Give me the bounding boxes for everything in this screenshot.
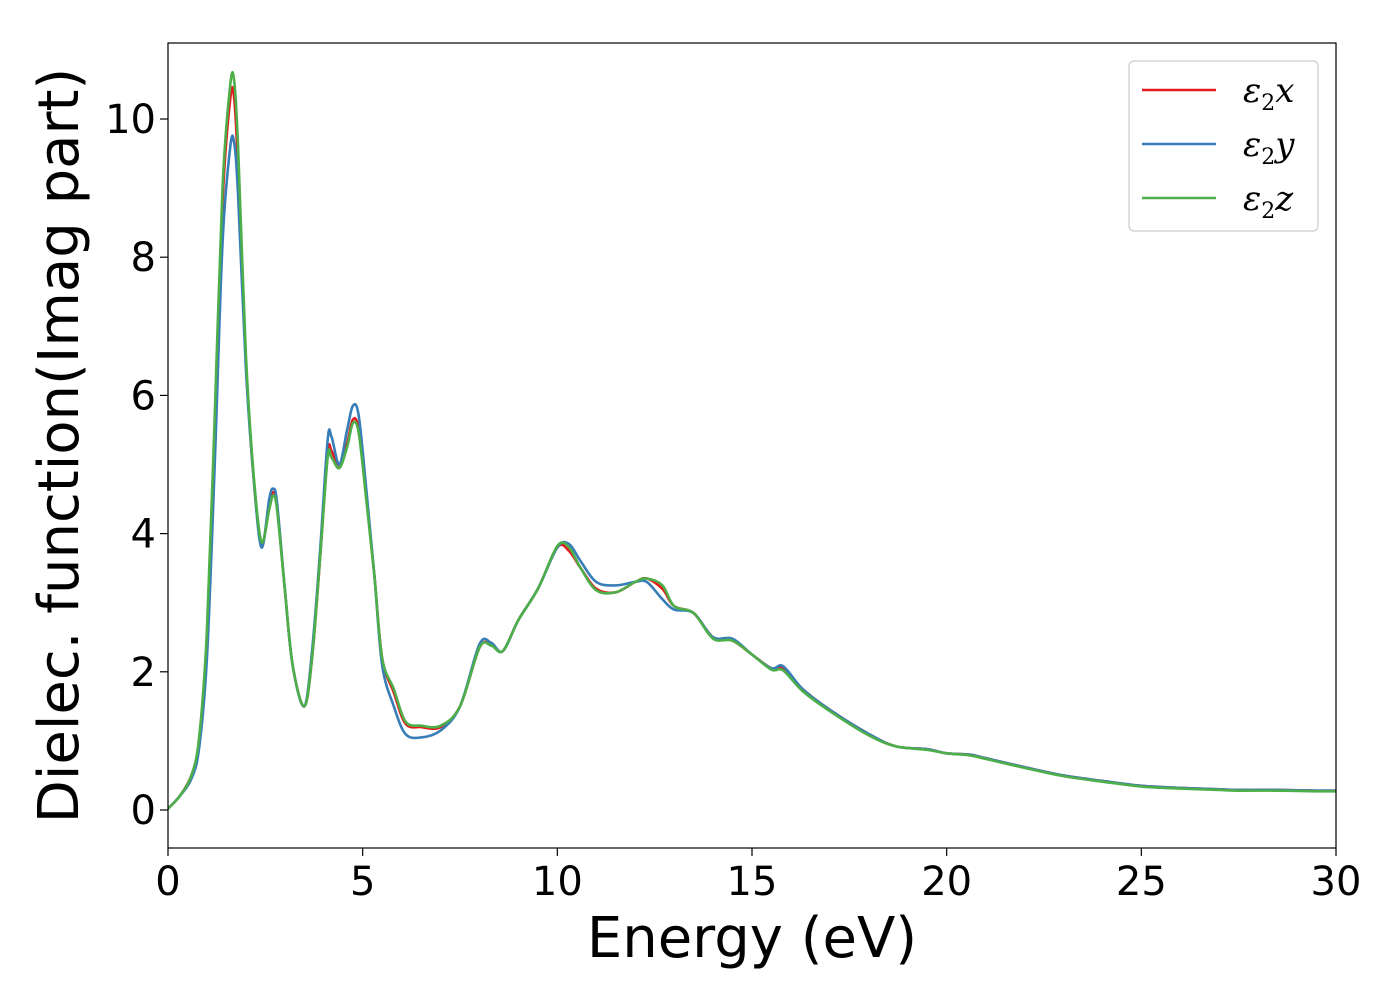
y-tick-label: 0 — [131, 788, 156, 834]
series-line-z — [168, 70, 1336, 810]
y-tick-label: 8 — [131, 235, 156, 281]
legend-component: x — [1275, 71, 1294, 111]
legend-subscript: 2 — [1261, 91, 1275, 116]
legend-subscript: 2 — [1261, 199, 1275, 224]
legend-subscript: 2 — [1261, 145, 1275, 170]
x-tick-label: 5 — [350, 859, 375, 905]
series-layer — [168, 70, 1336, 810]
legend-entry-y: ε2y — [1243, 125, 1295, 170]
legend-symbol: ε — [1243, 125, 1261, 165]
legend-symbol: ε — [1243, 179, 1261, 219]
legend-frame — [1128, 60, 1319, 232]
y-tick-label: 10 — [105, 97, 156, 143]
legend-component: z — [1274, 179, 1294, 219]
y-tick-label: 6 — [131, 373, 156, 419]
y-tick-label: 4 — [131, 512, 156, 558]
series-line-y — [168, 134, 1336, 810]
x-tick-label: 30 — [1311, 859, 1362, 905]
legend-component: y — [1273, 125, 1295, 165]
x-tick-label: 10 — [532, 859, 583, 905]
x-tick-label: 25 — [1116, 859, 1167, 905]
x-axis-label: Energy (eV) — [587, 906, 917, 971]
y-axis-label: Dielec. function(Imag part) — [27, 68, 92, 824]
x-tick-label: 15 — [727, 859, 778, 905]
x-tick-label: 0 — [155, 859, 180, 905]
y-axis: 0 2 4 6 8 10 — [105, 97, 168, 834]
x-tick-label: 20 — [921, 859, 972, 905]
legend-entry-x: ε2x — [1243, 71, 1294, 116]
x-axis: 0 5 10 15 20 25 30 — [155, 848, 1361, 905]
legend-entry-z: ε2z — [1243, 179, 1294, 224]
legend-symbol: ε — [1243, 71, 1261, 111]
y-tick-label: 2 — [131, 650, 156, 696]
